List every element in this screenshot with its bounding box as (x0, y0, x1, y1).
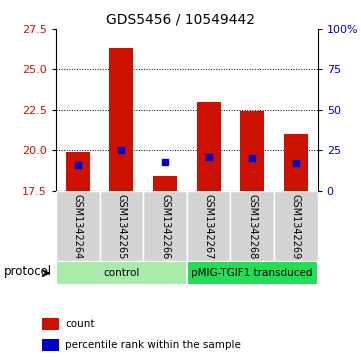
Text: percentile rank within the sample: percentile rank within the sample (65, 340, 241, 350)
Bar (100, 191, 143, 261)
Bar (66, 152, 90, 191)
Text: GDS5456 / 10549442: GDS5456 / 10549442 (106, 13, 255, 27)
Bar (56, 191, 100, 261)
Text: protocol: protocol (4, 265, 52, 278)
Bar (56, 261, 187, 285)
Text: GSM1342269: GSM1342269 (291, 194, 301, 260)
Text: count: count (65, 319, 95, 329)
Bar (284, 134, 308, 191)
Text: pMIG-TGIF1 transduced: pMIG-TGIF1 transduced (191, 268, 313, 278)
Bar (42, 339, 59, 351)
Bar (230, 191, 274, 261)
Text: GSM1342266: GSM1342266 (160, 194, 170, 260)
Bar (153, 176, 177, 191)
Text: GSM1342264: GSM1342264 (73, 194, 83, 260)
Bar (197, 102, 221, 191)
Bar (143, 191, 187, 261)
Bar (109, 48, 133, 191)
Bar (42, 318, 59, 330)
Bar (240, 111, 264, 191)
Bar (187, 191, 230, 261)
Text: GSM1342268: GSM1342268 (247, 194, 257, 260)
Text: GSM1342265: GSM1342265 (116, 194, 126, 260)
Bar (274, 191, 318, 261)
Text: control: control (103, 268, 140, 278)
Text: GSM1342267: GSM1342267 (204, 194, 214, 260)
Bar (187, 261, 318, 285)
